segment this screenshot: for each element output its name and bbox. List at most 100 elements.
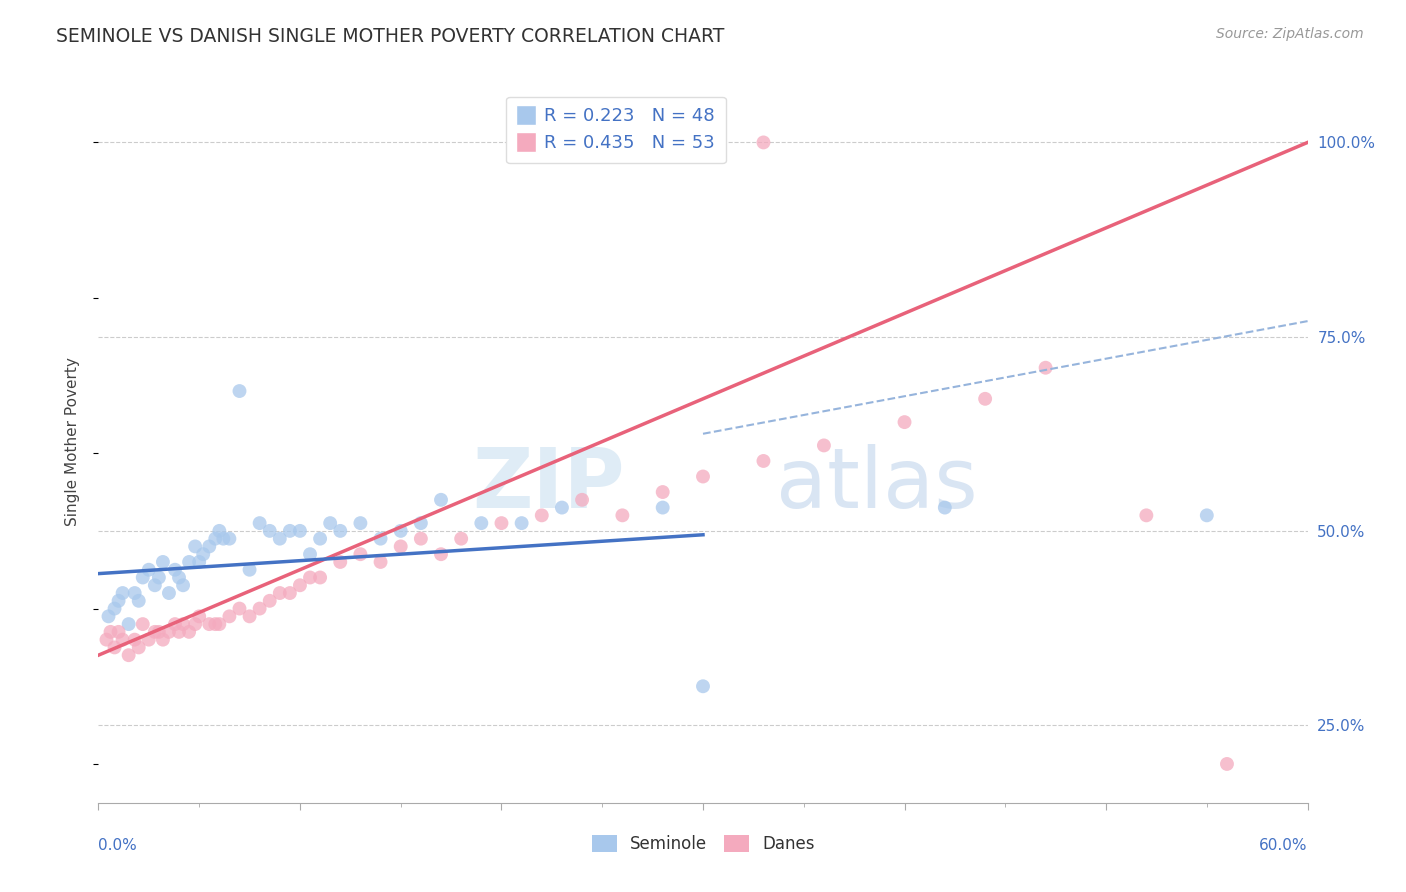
Point [157,624,180,639]
Point [148,570,170,584]
Point [111,632,134,647]
Point [249,601,271,615]
Point [179,624,201,639]
Point [974,392,997,406]
Point [204,617,226,632]
Point [389,524,412,538]
Point [249,516,271,530]
Point [612,508,634,523]
Point [1135,508,1157,523]
Point [198,540,221,554]
Point [752,454,775,468]
Point [208,524,231,538]
Point [430,547,453,561]
Point [530,136,553,150]
Point [118,648,141,663]
Point [138,632,160,647]
Point [188,555,211,569]
Point [157,586,180,600]
Point [591,136,613,150]
Point [239,609,262,624]
Text: SEMINOLE VS DANISH SINGLE MOTHER POVERTY CORRELATION CHART: SEMINOLE VS DANISH SINGLE MOTHER POVERTY… [56,27,724,45]
Point [631,136,654,150]
Point [450,532,472,546]
Text: 60.0%: 60.0% [1260,838,1308,853]
Point [510,516,533,530]
Legend: Seminole, Danes: Seminole, Danes [585,828,821,860]
Point [309,532,332,546]
Point [128,594,150,608]
Point [692,469,714,483]
Point [752,136,775,150]
Point [198,617,221,632]
Point [163,617,186,632]
Point [651,500,673,515]
Point [409,532,432,546]
Point [491,516,513,530]
Point [269,586,291,600]
Y-axis label: Single Mother Poverty: Single Mother Poverty [65,357,80,526]
Point [370,532,392,546]
Point [309,570,332,584]
Point [208,617,231,632]
Point [278,524,301,538]
Point [299,547,322,561]
Point [349,547,371,561]
Point [143,578,166,592]
Point [218,609,240,624]
Point [430,492,453,507]
Point [218,532,240,546]
Point [551,500,574,515]
Point [329,524,352,538]
Point [1216,756,1239,771]
Text: atlas: atlas [776,444,977,525]
Point [349,516,371,530]
Point [138,563,160,577]
Point [813,438,835,452]
Point [319,516,342,530]
Point [259,594,281,608]
Point [470,516,492,530]
Point [1035,360,1057,375]
Point [100,624,122,639]
Text: Source: ZipAtlas.com: Source: ZipAtlas.com [1216,27,1364,41]
Point [179,555,201,569]
Point [259,524,281,538]
Point [370,555,392,569]
Point [128,640,150,655]
Point [188,609,211,624]
Point [124,632,146,647]
Point [269,532,291,546]
Point [212,532,235,546]
Point [132,570,155,584]
Point [329,555,352,569]
Point [124,586,146,600]
Point [107,594,129,608]
Point [172,578,194,592]
Text: ZIP: ZIP [472,444,624,525]
Point [893,415,915,429]
Point [163,563,186,577]
Text: 0.0%: 0.0% [98,838,138,853]
Point [118,617,141,632]
Point [97,609,120,624]
Point [288,524,311,538]
Point [193,547,215,561]
Point [148,624,170,639]
Point [530,508,553,523]
Point [96,632,118,647]
Point [204,532,226,546]
Point [172,617,194,632]
Point [184,617,207,632]
Point [278,586,301,600]
Point [389,540,412,554]
Point [934,500,956,515]
Point [651,485,673,500]
Point [103,601,125,615]
Point [184,540,207,554]
Point [288,578,311,592]
Point [143,624,166,639]
Point [103,640,125,655]
Point [167,570,190,584]
Point [132,617,155,632]
